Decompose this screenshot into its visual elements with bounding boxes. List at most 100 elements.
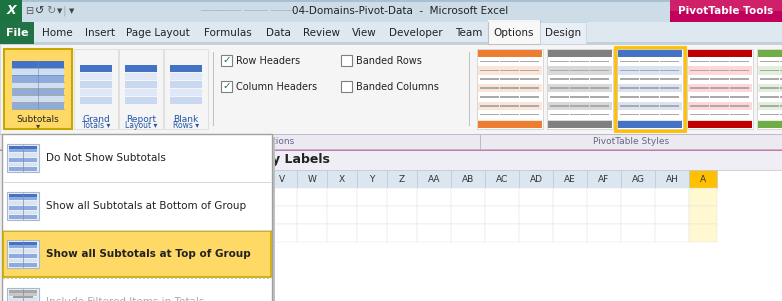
Bar: [620, 70, 639, 71]
Text: 04-Domains-Pivot-Data  -  Microsoft Excel: 04-Domains-Pivot-Data - Microsoft Excel: [292, 6, 508, 16]
Text: Team: Team: [455, 28, 482, 38]
Bar: [119, 278, 121, 279]
Bar: [167, 278, 169, 279]
Bar: [618, 111, 682, 119]
Bar: [780, 114, 782, 116]
Bar: [327, 224, 357, 242]
Bar: [243, 278, 245, 279]
Bar: [758, 66, 782, 75]
Text: Subtotals: Subtotals: [16, 116, 59, 125]
Bar: [159, 278, 161, 279]
Bar: [51, 278, 53, 279]
Bar: [690, 105, 709, 107]
Bar: [550, 105, 569, 107]
Bar: [500, 123, 519, 124]
Bar: [548, 93, 612, 101]
Text: Column Headers: Column Headers: [236, 82, 317, 92]
Bar: [87, 278, 89, 279]
Text: AC: AC: [496, 175, 508, 184]
Bar: [35, 278, 37, 279]
Bar: [357, 206, 387, 224]
Bar: [688, 66, 752, 75]
Bar: [0, 44, 782, 134]
Bar: [480, 114, 499, 116]
Bar: [27, 278, 29, 279]
Bar: [55, 278, 57, 279]
Bar: [520, 79, 539, 80]
Bar: [9, 259, 37, 262]
Bar: [688, 57, 752, 66]
Text: AB: AB: [462, 175, 474, 184]
Bar: [548, 102, 612, 110]
Bar: [357, 170, 387, 188]
Bar: [621, 170, 655, 188]
Text: ⊟: ⊟: [25, 6, 33, 16]
Bar: [688, 75, 752, 84]
Bar: [618, 121, 682, 128]
Bar: [620, 123, 639, 124]
Bar: [267, 188, 297, 206]
Bar: [417, 188, 451, 206]
Bar: [9, 201, 37, 205]
Bar: [660, 96, 679, 98]
Bar: [297, 188, 327, 206]
Bar: [670, 0, 782, 11]
Bar: [170, 97, 202, 104]
Bar: [480, 87, 499, 89]
Bar: [758, 119, 782, 128]
Bar: [688, 93, 752, 101]
Bar: [488, 20, 540, 22]
Bar: [550, 87, 569, 89]
Bar: [618, 102, 682, 110]
Bar: [689, 188, 717, 206]
Bar: [640, 87, 659, 89]
Bar: [170, 73, 202, 80]
Bar: [760, 79, 779, 80]
Text: AA: AA: [428, 175, 440, 184]
Bar: [553, 170, 587, 188]
Text: Do Not Show Subtotals: Do Not Show Subtotals: [46, 153, 166, 163]
Bar: [43, 278, 45, 279]
Bar: [155, 278, 157, 279]
Bar: [758, 102, 782, 110]
Bar: [4, 49, 72, 129]
Text: Page Layout: Page Layout: [126, 28, 190, 38]
Bar: [618, 93, 682, 101]
Bar: [760, 96, 779, 98]
Text: File: File: [5, 28, 28, 38]
Bar: [12, 96, 64, 102]
Bar: [480, 96, 499, 98]
Bar: [570, 105, 589, 107]
Bar: [80, 88, 112, 96]
Bar: [80, 80, 112, 88]
Bar: [171, 278, 173, 279]
Text: Home: Home: [41, 28, 72, 38]
Bar: [477, 49, 543, 129]
Bar: [710, 70, 729, 71]
Bar: [139, 278, 141, 279]
Bar: [618, 66, 682, 75]
Bar: [758, 50, 782, 59]
Text: y Labels: y Labels: [272, 154, 330, 166]
Bar: [760, 105, 779, 107]
Bar: [9, 211, 37, 214]
Bar: [478, 84, 542, 92]
Bar: [780, 79, 782, 80]
Bar: [125, 73, 157, 80]
Bar: [500, 96, 519, 98]
Bar: [9, 245, 37, 248]
Bar: [478, 121, 542, 128]
Bar: [0, 150, 782, 301]
Bar: [135, 278, 137, 279]
Bar: [9, 206, 37, 210]
Bar: [387, 170, 417, 188]
Bar: [670, 0, 782, 22]
Bar: [689, 170, 717, 188]
Text: AG: AG: [632, 175, 644, 184]
Bar: [570, 114, 589, 116]
Bar: [519, 206, 553, 224]
Bar: [640, 114, 659, 116]
Bar: [7, 240, 39, 268]
Bar: [151, 278, 153, 279]
Bar: [570, 79, 589, 80]
